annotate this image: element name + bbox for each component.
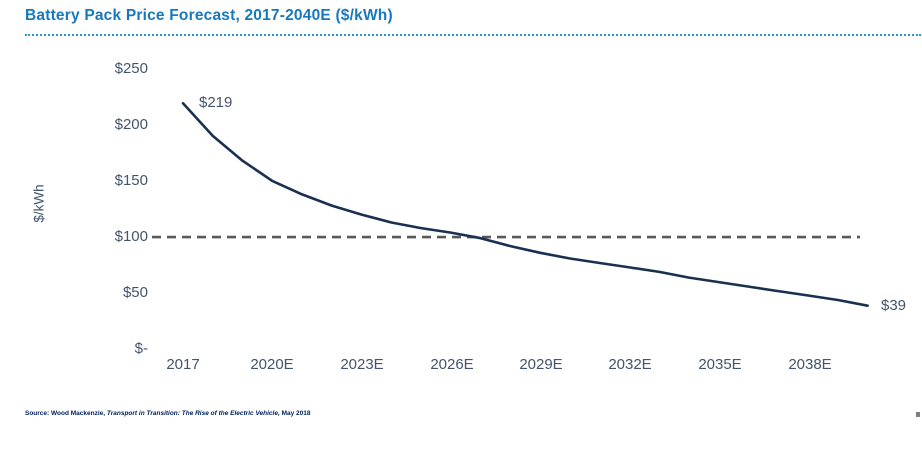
x-tick-2035e: 2035E: [698, 356, 742, 373]
x-tick-2032e: 2032E: [608, 356, 652, 373]
y-tick-250: $250: [114, 60, 148, 77]
title-underline-divider: [25, 34, 921, 36]
source-date: May 2018: [279, 410, 311, 417]
x-tick-2026e: 2026E: [430, 356, 474, 373]
source-publication: Transport in Transition: The Rise of the…: [106, 410, 280, 417]
y-tick-100: $100: [114, 228, 148, 245]
source-prefix: Source: Wood Mackenzie,: [25, 410, 107, 417]
y-tick-0: $-: [134, 340, 148, 357]
price-line: [181, 102, 869, 308]
x-tick-2020e: 2020E: [250, 356, 294, 373]
corner-mark: [916, 412, 920, 417]
y-tick-200: $200: [114, 116, 148, 133]
data-label-start: $219: [199, 94, 233, 111]
x-tick-2029e: 2029E: [519, 356, 563, 373]
y-axis-title: $/kWh: [31, 184, 47, 223]
x-tick-2023e: 2023E: [340, 356, 384, 373]
source-note: Source: Wood Mackenzie, Transport in Tra…: [25, 410, 311, 417]
page-title: Battery Pack Price Forecast, 2017-2040E …: [25, 7, 393, 24]
data-label-end: $39: [881, 297, 907, 314]
y-tick-150: $150: [114, 172, 148, 189]
x-tick-2038e: 2038E: [788, 356, 832, 373]
x-tick-2017: 2017: [166, 356, 200, 373]
y-tick-50: $50: [122, 284, 148, 301]
